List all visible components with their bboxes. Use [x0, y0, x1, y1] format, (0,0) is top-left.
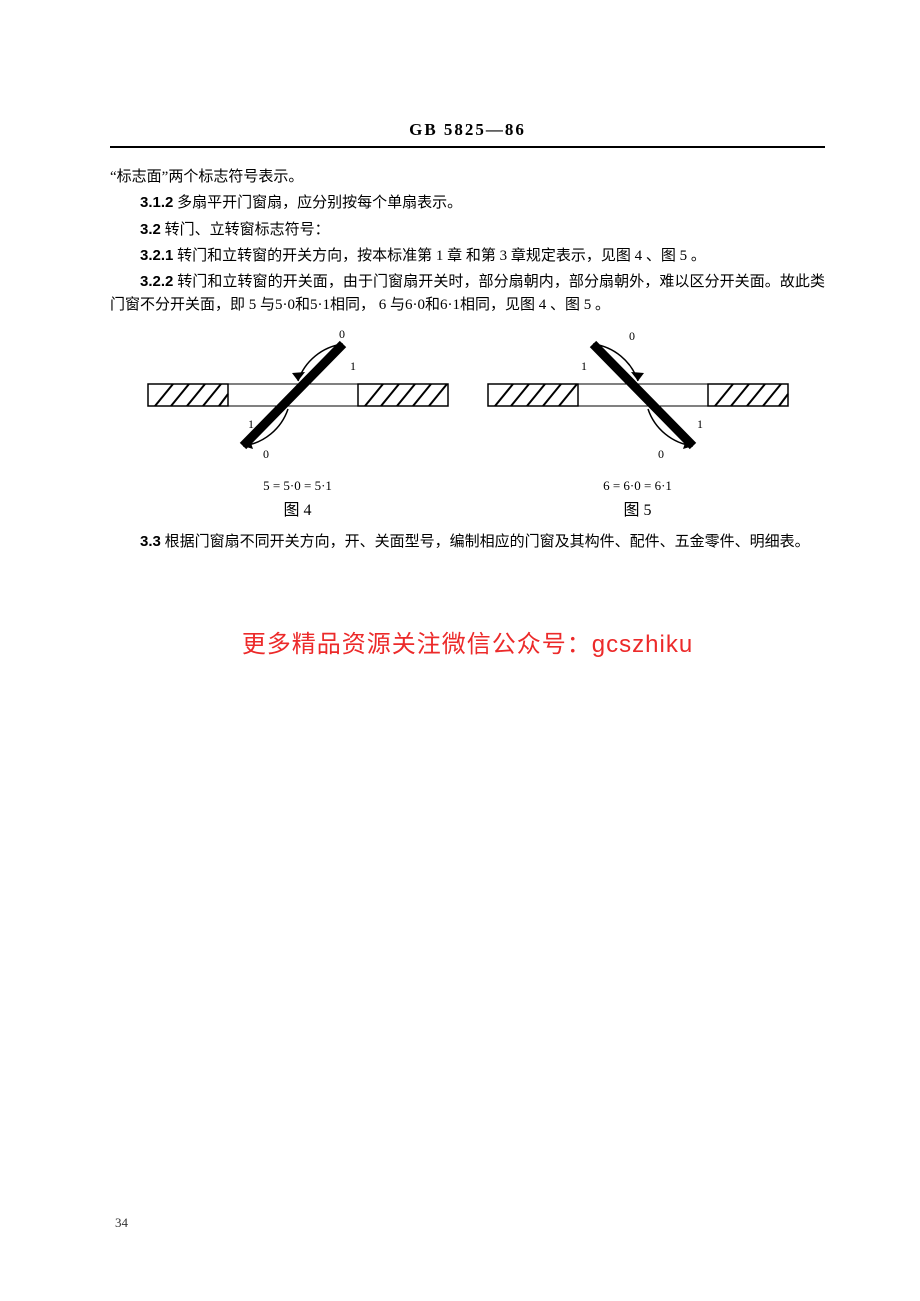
header-rule — [110, 146, 825, 148]
label-1-right: 1 — [350, 359, 356, 373]
para-3-2: 3.2 转门、立转窗标志符号： — [110, 218, 825, 242]
para-intro: “标志面”两个标志符号表示。 — [110, 166, 825, 189]
door-leaf — [243, 344, 343, 446]
label-0-bottom: 0 — [263, 447, 269, 461]
figure-4-equation: 5 = 5·0 = 5·1 — [263, 478, 332, 494]
figure-5-label: 图 5 — [623, 496, 651, 520]
figure-4-label: 图 4 — [283, 496, 311, 520]
wall-right — [708, 384, 788, 406]
num-3-3: 3.3 — [140, 533, 161, 550]
para-3-2-2: 3.2.2 转门和立转窗的开关面，由于门窗扇开关时，部分扇朝内，部分扇朝外，难以… — [110, 270, 825, 318]
num-3-2: 3.2 — [140, 221, 161, 238]
door-leaf — [593, 344, 693, 446]
para-3-1-2: 3.1.2 多扇平开门窗扇，应分别按每个单扇表示。 — [110, 191, 825, 215]
figure-5: 0 1 1 0 6 = 6·0 = 6·1 图 5 — [483, 326, 793, 520]
label-1-br: 1 — [697, 417, 703, 431]
num-3-1-2: 3.1.2 — [140, 194, 173, 211]
standard-header: GB 5825—86 — [110, 120, 825, 140]
page-number: 34 — [115, 1215, 128, 1231]
text-3-3: 根据门窗扇不同开关方向，开、关面型号，编制相应的门窗及其构件、配件、五金零件、明… — [161, 534, 810, 550]
text-3-2: 转门、立转窗标志符号： — [161, 222, 330, 238]
figures-row: 0 1 1 0 5 = 5·0 = 5·1 图 4 — [110, 326, 825, 520]
label-0-top: 0 — [339, 327, 345, 341]
wall-left — [148, 384, 228, 406]
label-1-left: 1 — [581, 359, 587, 373]
text-3-2-1: 转门和立转窗的开关方向，按本标准第 1 章 和第 3 章规定表示，见图 4 、图… — [173, 248, 706, 264]
label-0-top: 0 — [629, 329, 635, 343]
para-3-2-1: 3.2.1 转门和立转窗的开关方向，按本标准第 1 章 和第 3 章规定表示，见… — [110, 244, 825, 268]
text-3-1-2: 多扇平开门窗扇，应分别按每个单扇表示。 — [173, 195, 462, 211]
wall-right — [358, 384, 448, 406]
num-3-2-2: 3.2.2 — [140, 273, 173, 290]
figure-5-svg: 0 1 1 0 — [483, 326, 793, 476]
wall-left — [488, 384, 578, 406]
document-page: GB 5825—86 “标志面”两个标志符号表示。 3.1.2 多扇平开门窗扇，… — [0, 0, 920, 659]
num-3-2-1: 3.2.1 — [140, 247, 173, 264]
text-3-2-2: 转门和立转窗的开关面，由于门窗扇开关时，部分扇朝内，部分扇朝外，难以区分开关面。… — [110, 274, 825, 313]
label-1-bl: 1 — [248, 417, 254, 431]
figure-5-equation: 6 = 6·0 = 6·1 — [603, 478, 672, 494]
label-0-bottom: 0 — [658, 447, 664, 461]
figure-4-svg: 0 1 1 0 — [143, 326, 453, 476]
promo-text: 更多精品资源关注微信公众号：gcszhiku — [110, 624, 825, 659]
para-3-3: 3.3 根据门窗扇不同开关方向，开、关面型号，编制相应的门窗及其构件、配件、五金… — [110, 530, 825, 554]
figure-4: 0 1 1 0 5 = 5·0 = 5·1 图 4 — [143, 326, 453, 520]
